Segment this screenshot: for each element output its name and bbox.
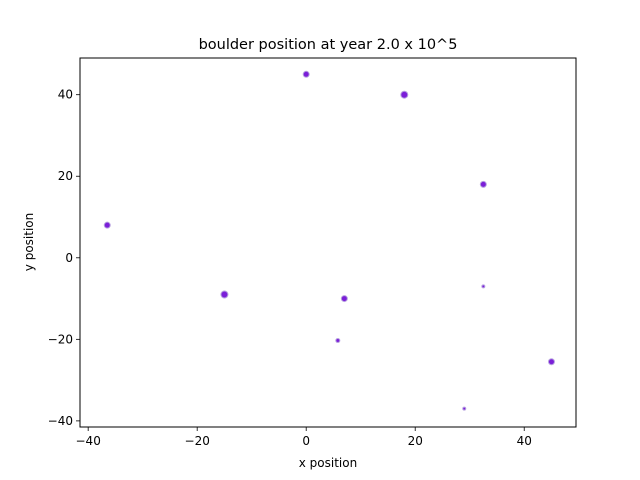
chart-title: boulder position at year 2.0 x 10^5 [199,37,458,53]
x-axis: −40 −20 0 20 40 [76,427,532,448]
y-tick-label: 20 [58,169,73,183]
x-tick-label: 0 [302,434,310,448]
y-axis: −40 −20 0 20 40 [48,88,80,428]
boulder-point [302,70,310,78]
boulder-point [462,406,467,411]
y-tick-label: 40 [58,88,73,102]
boulder-point [400,90,409,99]
boulder-point [103,221,111,229]
x-tick-label: −40 [76,434,101,448]
y-axis-label: y position [22,213,36,271]
boulder-point [220,290,229,299]
y-tick-label: 0 [65,251,73,265]
y-tick-label: −20 [48,332,73,346]
x-tick-label: 40 [517,434,532,448]
boulder-point [547,358,555,366]
boulder-point [340,295,348,303]
x-tick-label: 20 [408,434,423,448]
y-tick-label: −40 [48,414,73,428]
boulder-point [481,284,486,289]
x-axis-label: x position [299,456,357,470]
boulder-point [479,180,487,188]
data-points [103,70,555,411]
boulder-point [335,338,341,344]
plot-area [79,57,577,428]
x-tick-label: −20 [185,434,210,448]
